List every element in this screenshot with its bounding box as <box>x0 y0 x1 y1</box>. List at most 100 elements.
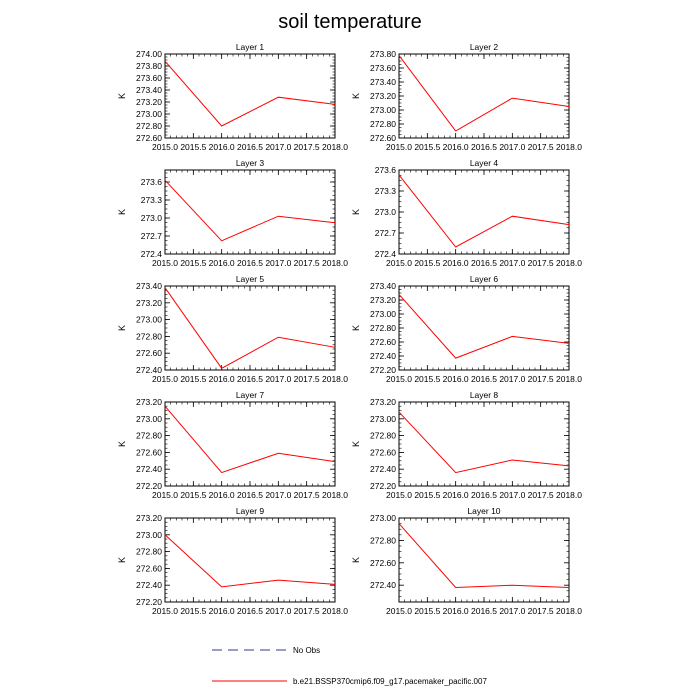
x-tick-label: 2016.0 <box>443 374 469 384</box>
y-tick-label: 273.3 <box>375 186 397 196</box>
y-tick-label: 273.00 <box>370 414 396 424</box>
x-tick-label: 2016.5 <box>471 142 497 152</box>
legend-obs-label: No Obs <box>293 646 320 655</box>
x-tick-label: 2015.5 <box>180 258 206 268</box>
y-tick-label: 273.00 <box>136 315 162 325</box>
x-tick-label: 2017.0 <box>265 142 291 152</box>
x-tick-label: 2016.0 <box>209 258 235 268</box>
legend-model-label: b.e21.BSSP370cmip6.f09_g17.pacemaker_pac… <box>293 677 487 686</box>
panel-title: Layer 4 <box>470 158 499 168</box>
x-tick-label: 2018.0 <box>322 606 348 616</box>
y-tick-label: 272.60 <box>370 447 396 457</box>
x-tick-label: 2016.5 <box>237 258 263 268</box>
y-tick-label: 273.40 <box>136 85 162 95</box>
y-tick-label: 272.80 <box>370 323 396 333</box>
series-line <box>398 55 570 132</box>
y-tick-label: 273.60 <box>370 63 396 73</box>
y-tick-label: 273.00 <box>370 309 396 319</box>
x-tick-label: 2018.0 <box>556 490 582 500</box>
x-tick-label: 2017.0 <box>499 374 525 384</box>
y-axis-label: K <box>117 325 127 331</box>
y-axis-label: K <box>351 93 361 99</box>
legend: No Obs b.e21.BSSP370cmip6.f09_g17.pacema… <box>212 646 487 686</box>
x-tick-label: 2017.0 <box>265 490 291 500</box>
y-tick-label: 273.40 <box>370 281 396 291</box>
x-tick-label: 2015.0 <box>386 490 412 500</box>
y-tick-label: 273.20 <box>370 295 396 305</box>
y-tick-label: 272.80 <box>370 431 396 441</box>
x-tick-label: 2015.0 <box>386 258 412 268</box>
y-tick-label: 272.60 <box>136 348 162 358</box>
x-tick-label: 2015.5 <box>180 374 206 384</box>
y-tick-label: 273.20 <box>370 91 396 101</box>
figure-title: soil temperature <box>278 11 421 33</box>
series-line <box>164 179 336 242</box>
y-axis-label: K <box>351 441 361 447</box>
x-tick-label: 2017.0 <box>499 258 525 268</box>
panel-title: Layer 7 <box>236 390 265 400</box>
y-axis-label: K <box>351 557 361 563</box>
series-line <box>398 523 570 588</box>
x-tick-label: 2018.0 <box>556 374 582 384</box>
y-tick-label: 272.80 <box>370 535 396 545</box>
y-tick-label: 272.80 <box>370 119 396 129</box>
y-tick-label: 273.00 <box>136 109 162 119</box>
y-axis-label: K <box>117 93 127 99</box>
x-tick-label: 2017.0 <box>265 374 291 384</box>
y-tick-label: 273.00 <box>370 513 396 523</box>
x-tick-label: 2015.0 <box>386 374 412 384</box>
x-tick-label: 2017.5 <box>528 490 554 500</box>
x-tick-label: 2015.5 <box>414 490 440 500</box>
y-tick-label: 272.4 <box>141 249 163 259</box>
x-tick-label: 2016.0 <box>443 142 469 152</box>
y-tick-label: 273.00 <box>370 105 396 115</box>
y-tick-label: 273.0 <box>141 213 163 223</box>
y-tick-label: 272.60 <box>370 133 396 143</box>
panel-title: Layer 8 <box>470 390 499 400</box>
plot-frame <box>164 53 336 139</box>
panel-title: Layer 1 <box>236 42 265 52</box>
panel-title: Layer 9 <box>236 506 265 516</box>
y-axis-label: K <box>117 441 127 447</box>
series-line <box>164 60 336 127</box>
x-tick-label: 2017.0 <box>265 258 291 268</box>
x-tick-label: 2017.5 <box>294 258 320 268</box>
y-tick-label: 274.00 <box>136 49 162 59</box>
plot-frame <box>398 401 570 487</box>
y-tick-label: 272.60 <box>136 563 162 573</box>
y-axis-label: K <box>117 209 127 215</box>
x-tick-label: 2017.5 <box>294 490 320 500</box>
x-tick-label: 2016.0 <box>209 606 235 616</box>
y-tick-label: 272.60 <box>136 447 162 457</box>
y-tick-label: 272.60 <box>136 133 162 143</box>
x-tick-label: 2015.0 <box>386 142 412 152</box>
y-axis-label: K <box>351 209 361 215</box>
x-tick-label: 2017.5 <box>528 374 554 384</box>
y-tick-label: 273.6 <box>141 177 163 187</box>
x-tick-label: 2015.5 <box>180 606 206 616</box>
series-line <box>164 287 336 369</box>
x-tick-label: 2016.5 <box>237 490 263 500</box>
y-tick-label: 273.40 <box>370 77 396 87</box>
y-tick-label: 272.80 <box>136 547 162 557</box>
y-tick-label: 273.00 <box>136 530 162 540</box>
y-tick-label: 273.6 <box>375 165 397 175</box>
x-tick-label: 2017.0 <box>499 142 525 152</box>
x-tick-label: 2017.5 <box>294 374 320 384</box>
x-tick-label: 2016.5 <box>237 606 263 616</box>
x-tick-label: 2015.0 <box>386 606 412 616</box>
x-tick-label: 2015.5 <box>414 142 440 152</box>
y-tick-label: 273.20 <box>136 97 162 107</box>
y-tick-label: 273.40 <box>136 281 162 291</box>
y-tick-label: 273.0 <box>375 207 397 217</box>
plot-frame <box>398 517 570 603</box>
x-tick-label: 2017.5 <box>528 258 554 268</box>
